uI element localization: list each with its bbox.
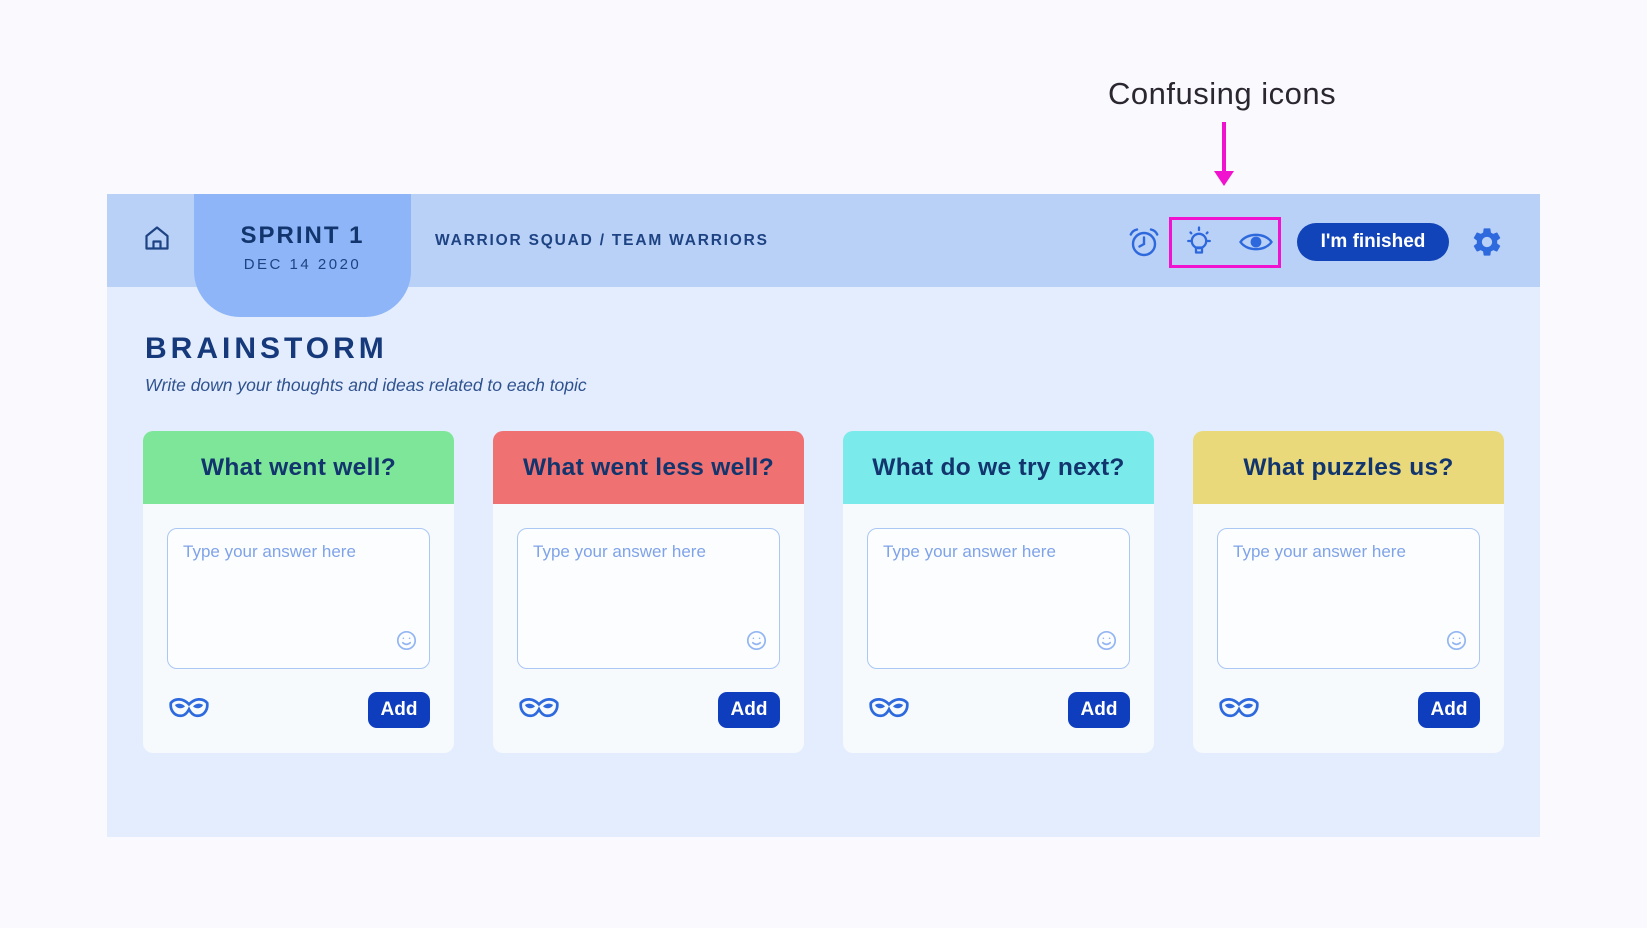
card-footer: Add xyxy=(1217,692,1480,728)
mask-icon[interactable] xyxy=(519,696,559,724)
card-footer: Add xyxy=(867,692,1130,728)
home-icon[interactable] xyxy=(143,225,171,256)
mask-icon[interactable] xyxy=(869,696,909,724)
answer-area xyxy=(867,528,1130,669)
answer-input[interactable] xyxy=(867,528,1130,669)
eye-icon[interactable] xyxy=(1238,229,1274,260)
add-button[interactable]: Add xyxy=(718,692,780,728)
smiley-icon[interactable] xyxy=(396,630,417,656)
smiley-icon[interactable] xyxy=(746,630,767,656)
column-card: Add xyxy=(1193,504,1504,753)
answer-input[interactable] xyxy=(1217,528,1480,669)
column-what-do-we-try-next: What do we try next? xyxy=(843,431,1154,753)
column-title: What went less well? xyxy=(493,431,804,504)
add-button[interactable]: Add xyxy=(1418,692,1480,728)
column-what-went-less-well: What went less well? xyxy=(493,431,804,753)
column-card: Add xyxy=(143,504,454,753)
card-footer: Add xyxy=(167,692,430,728)
page-title: BRAINSTORM xyxy=(145,332,388,365)
sprint-tab[interactable]: SPRINT 1 DEC 14 2020 xyxy=(194,194,411,317)
column-title: What went well? xyxy=(143,431,454,504)
column-card: Add xyxy=(493,504,804,753)
settings-gear-icon[interactable] xyxy=(1470,225,1504,264)
lightbulb-icon[interactable] xyxy=(1182,224,1216,265)
mask-icon[interactable] xyxy=(1219,696,1259,724)
topbar: SPRINT 1 DEC 14 2020 WARRIOR SQUAD / TEA… xyxy=(107,194,1540,317)
answer-area xyxy=(167,528,430,669)
column-what-went-well: What went well? xyxy=(143,431,454,753)
page-subtitle: Write down your thoughts and ideas relat… xyxy=(145,375,587,395)
column-what-puzzles-us: What puzzles us? xyxy=(1193,431,1504,753)
add-button[interactable]: Add xyxy=(1068,692,1130,728)
add-button[interactable]: Add xyxy=(368,692,430,728)
finish-button[interactable]: I'm finished xyxy=(1297,223,1449,261)
annotation-arrow-head xyxy=(1214,171,1234,186)
answer-input[interactable] xyxy=(517,528,780,669)
smiley-icon[interactable] xyxy=(1446,630,1467,656)
mask-icon[interactable] xyxy=(169,696,209,724)
alarm-clock-icon[interactable] xyxy=(1128,225,1160,264)
columns-row: What went well? xyxy=(143,431,1504,753)
column-title: What puzzles us? xyxy=(1193,431,1504,504)
column-title: What do we try next? xyxy=(843,431,1154,504)
retro-board: SPRINT 1 DEC 14 2020 WARRIOR SQUAD / TEA… xyxy=(107,194,1540,837)
answer-input[interactable] xyxy=(167,528,430,669)
answer-area xyxy=(1217,528,1480,669)
sprint-title: SPRINT 1 xyxy=(240,222,365,249)
answer-area xyxy=(517,528,780,669)
annotation-label: Confusing icons xyxy=(1108,76,1337,111)
column-card: Add xyxy=(843,504,1154,753)
sprint-date: DEC 14 2020 xyxy=(243,256,362,273)
card-footer: Add xyxy=(517,692,780,728)
annotation-highlight-box xyxy=(1169,217,1281,268)
annotation-arrow-line xyxy=(1222,122,1226,174)
breadcrumb: WARRIOR SQUAD / TEAM WARRIORS xyxy=(435,231,769,249)
smiley-icon[interactable] xyxy=(1096,630,1117,656)
